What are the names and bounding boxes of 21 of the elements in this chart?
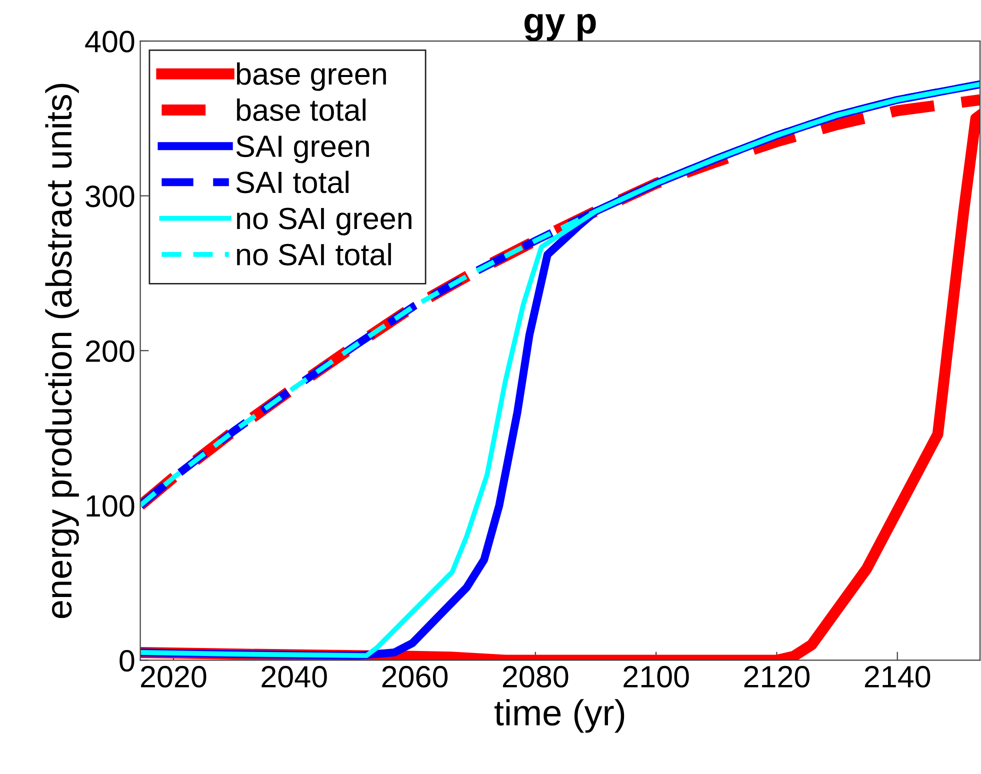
y-tick-label: 0 [120, 650, 134, 672]
x-tick-label: 2120 [744, 666, 810, 688]
y-tick-label: 300 [86, 186, 134, 208]
legend-label: SAI green [236, 135, 369, 164]
y-tick-label: 400 [85, 30, 134, 52]
legend-label: SAI total [236, 170, 348, 194]
legend-label: no SAI green [237, 208, 412, 236]
x-tick-label: 2060 [382, 666, 448, 688]
x-tick-label: 2020 [141, 666, 206, 688]
x-axis-title: time (yr) [494, 699, 624, 733]
legend-label: base total [236, 98, 366, 121]
x-tick-label: 2040 [262, 666, 327, 688]
legend-label: base green [236, 62, 386, 91]
x-tick-label: 2080 [502, 666, 568, 688]
legend-label: no SAI total [237, 243, 391, 266]
x-tick-label: 2140 [864, 666, 930, 688]
y-tick-label: 200 [86, 340, 134, 362]
y-axis-title: energy production (abstract units) [45, 84, 79, 618]
y-tick-label: 100 [86, 495, 134, 517]
x-tick-label: 2100 [624, 666, 689, 688]
chart-title: gy p [524, 14, 596, 42]
